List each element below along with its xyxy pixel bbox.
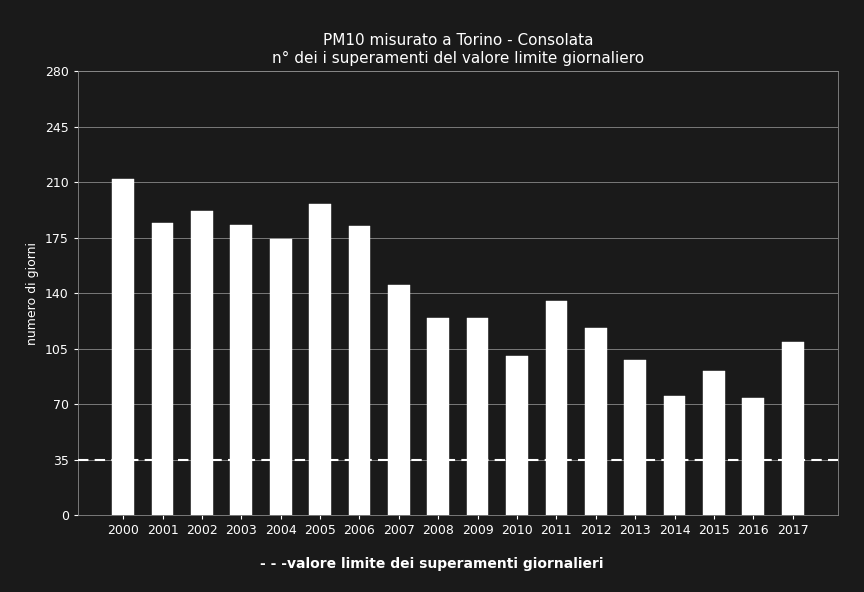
Title: PM10 misurato a Torino - Consolata
n° dei i superamenti del valore limite giorna: PM10 misurato a Torino - Consolata n° de… (272, 33, 644, 66)
Bar (664, 396, 685, 515)
Bar (309, 204, 331, 515)
Bar (112, 179, 134, 515)
Bar (506, 356, 528, 515)
Bar (388, 285, 410, 515)
Bar (191, 211, 213, 515)
Bar (270, 239, 291, 515)
Bar (703, 371, 725, 515)
Bar (467, 318, 488, 515)
Bar (742, 398, 764, 515)
Bar (428, 318, 449, 515)
Bar (585, 328, 607, 515)
Text: - - -valore limite dei superamenti giornalieri: - - -valore limite dei superamenti giorn… (260, 557, 604, 571)
Y-axis label: numero di giorni: numero di giorni (26, 242, 39, 345)
Bar (152, 223, 174, 515)
Bar (545, 301, 567, 515)
Bar (625, 359, 646, 515)
Bar (231, 225, 252, 515)
Bar (782, 342, 804, 515)
Bar (349, 227, 371, 515)
